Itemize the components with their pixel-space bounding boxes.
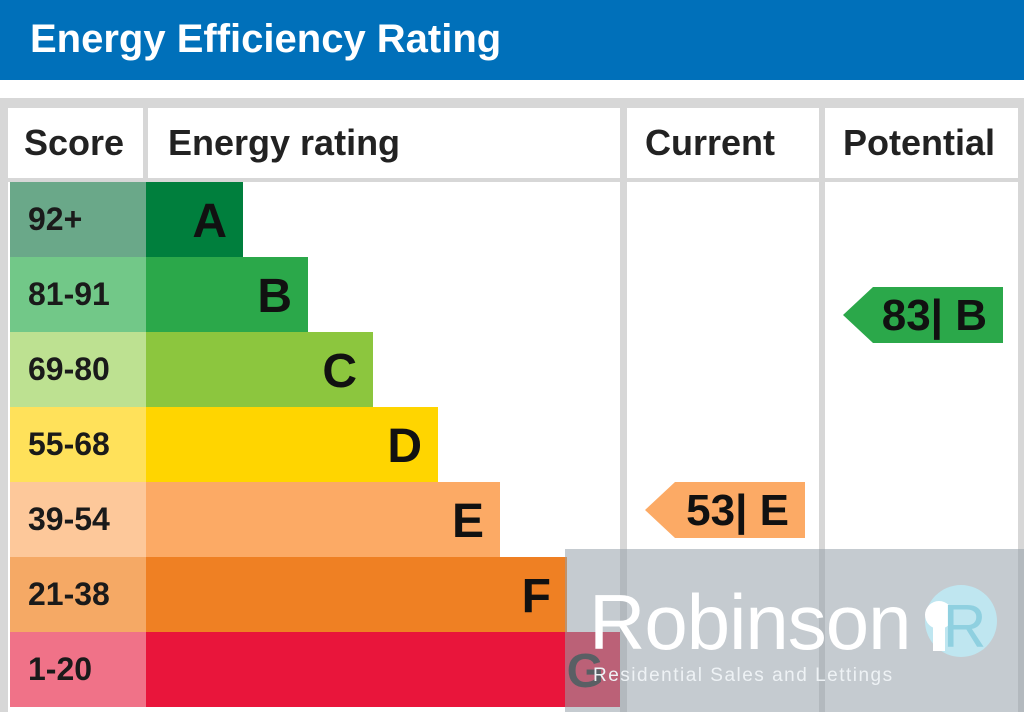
current-rating-arrow: 53| E bbox=[645, 482, 805, 538]
page-title: Energy Efficiency Rating bbox=[30, 17, 502, 61]
band-bar-a: A bbox=[146, 182, 243, 257]
band-letter-e: E bbox=[451, 495, 484, 548]
rating-header-cell: Energy rating bbox=[148, 108, 620, 178]
band-score-g: 1-20 bbox=[10, 632, 146, 707]
band-bar-c: C bbox=[146, 332, 373, 407]
header-bar: Energy Efficiency Rating bbox=[0, 0, 1024, 80]
band-letter-a: A bbox=[192, 195, 227, 248]
band-score-d: 55-68 bbox=[10, 407, 146, 482]
band-bar-e: E bbox=[146, 482, 500, 557]
score-header-cell: Score bbox=[8, 108, 143, 178]
watermark-name: Robinson bbox=[589, 578, 912, 666]
band-bar-d: D bbox=[146, 407, 438, 482]
band-letter-b: B bbox=[257, 270, 292, 323]
potential-header: Potential bbox=[843, 122, 996, 163]
svg-text:R: R bbox=[943, 593, 986, 660]
band-score-f: 21-38 bbox=[10, 557, 146, 632]
current-arrow-shape bbox=[645, 482, 805, 538]
potential-arrow-shape bbox=[843, 287, 1003, 343]
band-bar-f: F bbox=[146, 557, 567, 632]
band-letter-d: D bbox=[387, 420, 422, 473]
band-score-b: 81-91 bbox=[10, 257, 146, 332]
score-header: Score bbox=[24, 122, 125, 163]
band-letter-f: F bbox=[521, 570, 551, 623]
agency-watermark: Robinson R Residential Sales and Letting… bbox=[565, 549, 1024, 712]
potential-rating-label: 83| B bbox=[881, 291, 987, 340]
current-header: Current bbox=[645, 122, 776, 163]
rating-header: Energy rating bbox=[168, 122, 401, 163]
band-score-a: 92+ bbox=[10, 182, 146, 257]
potential-header-cell: Potential bbox=[825, 108, 1018, 178]
band-score-c: 69-80 bbox=[10, 332, 146, 407]
band-score-e: 39-54 bbox=[10, 482, 146, 557]
band-bar-b: B bbox=[146, 257, 308, 332]
band-bar-g: G bbox=[146, 632, 620, 707]
potential-rating-arrow: 83| B bbox=[843, 287, 1003, 343]
current-rating-label: 53| E bbox=[686, 486, 789, 535]
watermark-tagline: Residential Sales and Lettings bbox=[593, 665, 894, 686]
current-header-cell: Current bbox=[627, 108, 819, 178]
rating-table: Score Energy rating Current Potential 92… bbox=[0, 98, 1024, 712]
agency-logo-icon: R bbox=[925, 585, 997, 660]
band-letter-c: C bbox=[322, 345, 357, 398]
